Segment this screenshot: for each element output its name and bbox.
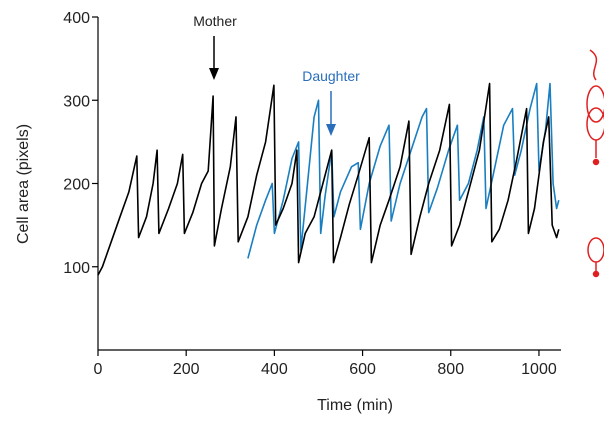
annotation: Daughter bbox=[302, 68, 360, 84]
x-tick-label: 400 bbox=[261, 361, 288, 378]
y-tick-label: 100 bbox=[63, 260, 90, 277]
series-line bbox=[247, 82, 560, 259]
y-tick-label: 200 bbox=[63, 177, 90, 194]
annotation: Mother bbox=[193, 13, 237, 29]
arrow-head bbox=[209, 68, 219, 80]
x-tick-label: 200 bbox=[173, 361, 200, 378]
x-tick-label: 800 bbox=[437, 361, 464, 378]
series-line bbox=[97, 82, 560, 276]
cell-icons bbox=[586, 49, 604, 278]
y-axis-label: Cell area (pixels) bbox=[15, 124, 32, 244]
y-tick-label: 300 bbox=[63, 93, 90, 110]
y-tick-label: 400 bbox=[63, 10, 90, 27]
arrow-head bbox=[326, 124, 336, 136]
x-tick-label: 0 bbox=[94, 361, 103, 378]
x-axis-label: Time (min) bbox=[317, 397, 393, 414]
x-tick-label: 600 bbox=[349, 361, 376, 378]
x-tick-label: 1000 bbox=[521, 361, 557, 378]
